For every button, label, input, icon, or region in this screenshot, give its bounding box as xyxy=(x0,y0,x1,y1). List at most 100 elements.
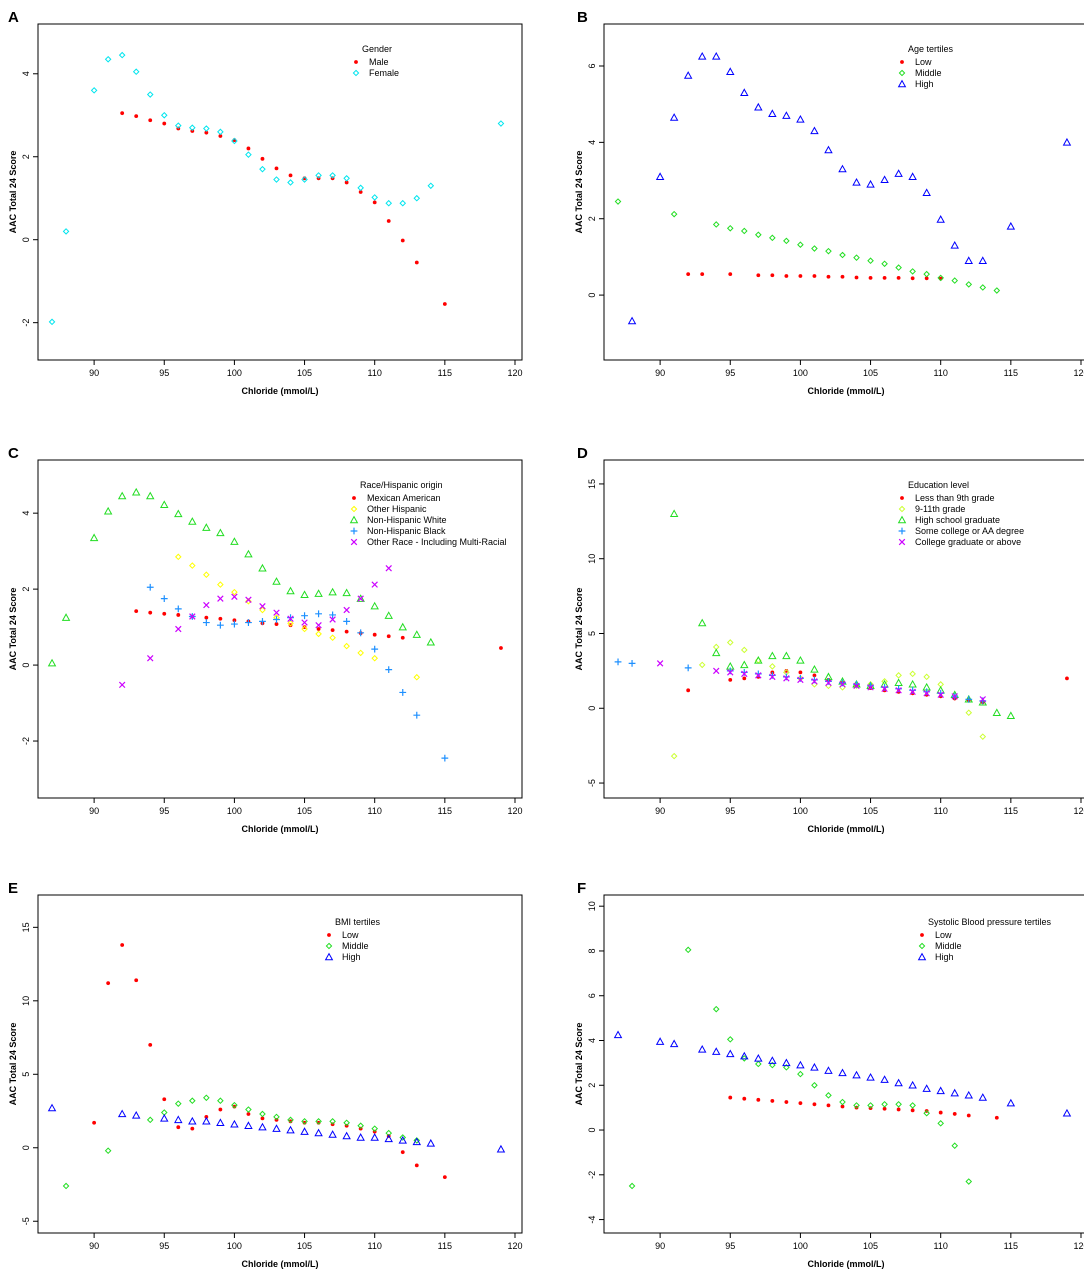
data-point xyxy=(399,199,407,207)
data-point xyxy=(385,666,393,674)
data-point xyxy=(923,1109,930,1117)
data-point xyxy=(329,616,336,623)
panel-a: A 90 95 100 105 110 115 120 -2 0 2 4 Chloride (mmol/… xyxy=(8,9,523,396)
data-point xyxy=(768,109,777,117)
data-point xyxy=(839,679,846,687)
data-point xyxy=(697,618,707,627)
data-point xyxy=(965,709,973,717)
data-point xyxy=(117,491,127,500)
data-point xyxy=(824,1066,833,1074)
y-tick-label: 2 xyxy=(21,587,31,592)
data-point xyxy=(231,1101,238,1109)
data-point xyxy=(61,613,71,621)
legend-symbol xyxy=(918,942,926,950)
data-point xyxy=(357,649,364,657)
data-point xyxy=(245,597,252,605)
data-point xyxy=(840,1104,845,1109)
data-point xyxy=(217,581,224,588)
x-tick-label: 95 xyxy=(725,368,735,378)
data-point xyxy=(924,276,929,281)
data-point xyxy=(400,238,405,243)
y-tick-label: -2 xyxy=(21,319,31,327)
data-point xyxy=(356,594,365,602)
y-tick-label: 10 xyxy=(21,996,31,1006)
data-point xyxy=(853,254,860,261)
legend-entry: High school graduate xyxy=(915,515,1000,525)
data-point xyxy=(852,178,861,186)
data-point xyxy=(908,172,917,180)
data-point xyxy=(922,188,931,196)
data-point xyxy=(755,231,762,239)
data-point xyxy=(400,635,405,640)
data-point xyxy=(301,1118,308,1125)
data-point xyxy=(344,629,349,634)
data-point xyxy=(384,611,393,619)
data-point xyxy=(881,260,888,268)
data-point xyxy=(950,1088,959,1097)
legend-symbol xyxy=(917,952,927,961)
legend-title: Race/Hispanic origin xyxy=(360,480,443,490)
data-point xyxy=(103,506,113,515)
data-point xyxy=(812,274,817,278)
data-point xyxy=(118,681,126,689)
data-point xyxy=(700,272,705,276)
data-point xyxy=(784,274,789,278)
data-point xyxy=(798,670,803,675)
legend-symbol xyxy=(354,60,358,64)
data-point xyxy=(866,179,875,188)
data-point xyxy=(839,251,846,259)
data-point xyxy=(231,137,238,145)
y-tick-label: -2 xyxy=(587,1171,597,1179)
x-tick-label: 120 xyxy=(1073,806,1084,816)
data-point xyxy=(174,553,182,561)
data-point xyxy=(120,111,125,116)
x-tick-label: 100 xyxy=(227,806,242,816)
data-point xyxy=(867,257,874,265)
data-point xyxy=(711,1047,721,1055)
data-point xyxy=(754,1053,763,1062)
data-point xyxy=(132,68,140,76)
x-axis-label: Chloride (mmol/L) xyxy=(808,1259,885,1269)
x-tick-label: 110 xyxy=(368,806,382,816)
legend: Systolic Blood pressure tertiles LowMiddl… xyxy=(917,917,1052,962)
data-point xyxy=(174,509,183,518)
data-point xyxy=(966,1113,971,1118)
data-point xyxy=(160,111,168,119)
data-point xyxy=(230,537,239,545)
legend-symbol xyxy=(324,952,334,961)
panel-letter-a: A xyxy=(8,9,19,26)
data-point xyxy=(908,1080,917,1089)
legend-symbol xyxy=(350,527,358,535)
data-point xyxy=(1062,137,1072,146)
data-point xyxy=(937,1120,945,1127)
data-point xyxy=(686,688,691,693)
legend-title: Age tertiles xyxy=(908,44,954,54)
data-point xyxy=(273,176,280,183)
data-point xyxy=(286,1125,295,1134)
legend-entry: Low xyxy=(915,57,932,67)
x-tick-label: 100 xyxy=(227,1241,242,1251)
data-point xyxy=(174,605,182,613)
plot-frame xyxy=(603,23,1084,361)
data-point xyxy=(499,646,503,650)
data-point xyxy=(728,272,733,276)
x-tick-label: 110 xyxy=(934,368,948,378)
data-point xyxy=(258,563,267,572)
data-point xyxy=(923,690,930,697)
data-point xyxy=(174,1100,182,1107)
series-low xyxy=(686,272,943,281)
data-point xyxy=(825,677,832,685)
data-point xyxy=(770,1099,775,1103)
data-point xyxy=(386,634,391,639)
data-point xyxy=(768,651,777,660)
y-tick-label: 15 xyxy=(587,479,597,489)
data-point xyxy=(797,241,804,248)
data-point xyxy=(398,622,408,631)
data-point xyxy=(413,1137,421,1144)
data-point xyxy=(810,664,819,673)
data-point xyxy=(162,1097,167,1102)
data-point xyxy=(712,1005,720,1013)
data-point xyxy=(1006,711,1016,719)
y-tick-label: 2 xyxy=(21,154,31,159)
